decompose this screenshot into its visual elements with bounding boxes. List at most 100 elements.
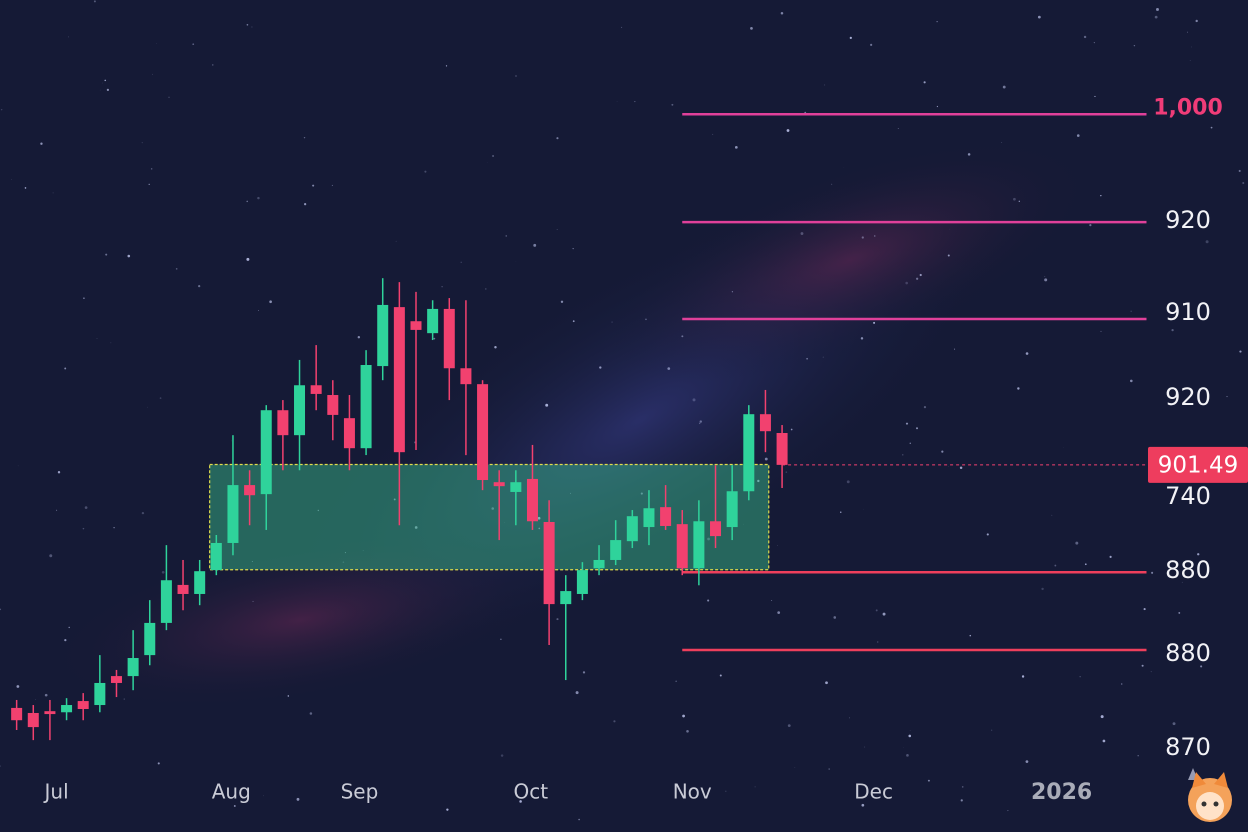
star	[906, 753, 909, 757]
star	[1079, 676, 1081, 678]
star	[919, 273, 922, 277]
star	[681, 335, 684, 338]
star	[312, 184, 315, 187]
star	[545, 403, 549, 407]
star	[780, 12, 784, 15]
star	[251, 561, 253, 563]
star	[640, 492, 643, 495]
star	[1197, 553, 1200, 556]
star	[873, 235, 876, 237]
candle-body	[726, 491, 738, 528]
star	[83, 297, 85, 300]
star	[754, 786, 756, 788]
candle-body	[310, 385, 322, 394]
star	[1075, 541, 1079, 545]
star	[96, 338, 98, 339]
star	[491, 507, 495, 510]
star	[967, 153, 971, 156]
star	[113, 526, 115, 529]
star	[1181, 581, 1183, 583]
star	[150, 168, 153, 170]
candle-body	[477, 384, 489, 481]
star	[864, 746, 866, 748]
star	[578, 818, 580, 821]
star	[675, 680, 677, 682]
candle-body	[177, 584, 189, 594]
star	[303, 137, 306, 139]
star	[414, 526, 418, 529]
star	[395, 240, 397, 242]
star	[1137, 755, 1139, 757]
y-tick-label: 1,000	[1153, 96, 1223, 121]
star	[757, 479, 760, 483]
star	[1093, 42, 1095, 44]
star	[927, 779, 930, 782]
star	[846, 480, 850, 484]
x-tick-label: Dec	[854, 780, 893, 804]
star	[1238, 169, 1241, 173]
star	[800, 232, 804, 235]
star	[634, 101, 636, 103]
candle-body	[11, 707, 23, 721]
star	[1242, 182, 1245, 185]
star	[1130, 310, 1132, 312]
y-tick-label: 920	[1165, 383, 1211, 411]
star	[1018, 200, 1020, 203]
star	[1121, 683, 1123, 685]
y-tick-label: 740	[1165, 482, 1211, 510]
star	[1226, 396, 1228, 398]
candle-body	[510, 482, 522, 492]
star	[504, 522, 506, 523]
star	[556, 618, 559, 621]
star	[1195, 19, 1198, 23]
star	[873, 321, 876, 324]
star	[0, 608, 2, 611]
candle-body	[493, 482, 505, 487]
star	[433, 337, 436, 340]
x-tick-label: Nov	[673, 780, 712, 804]
star	[538, 527, 541, 530]
star	[1094, 95, 1096, 98]
star	[1089, 224, 1092, 227]
star	[908, 734, 912, 738]
star	[936, 105, 939, 108]
y-tick-label: 920	[1165, 206, 1211, 234]
candle-body	[294, 385, 306, 436]
star	[1187, 31, 1188, 33]
candle-body	[660, 507, 672, 526]
star	[104, 79, 106, 82]
star	[141, 142, 143, 144]
star	[251, 26, 253, 28]
star	[1044, 276, 1046, 277]
star	[0, 108, 3, 111]
star	[771, 600, 773, 601]
star	[777, 611, 781, 614]
star	[882, 612, 886, 616]
star	[870, 43, 873, 46]
star	[923, 406, 927, 409]
x-tick-label: Jul	[43, 780, 69, 804]
candle-body	[194, 571, 206, 594]
candle-body	[377, 304, 389, 367]
star	[68, 36, 69, 38]
star	[1054, 564, 1057, 567]
star	[10, 179, 12, 180]
candle-body	[144, 622, 156, 656]
star	[1013, 197, 1016, 201]
star	[1044, 278, 1048, 282]
star	[362, 550, 364, 551]
star	[1129, 379, 1133, 383]
candle-body	[693, 521, 705, 569]
star	[24, 187, 27, 189]
star	[105, 253, 108, 256]
star	[127, 254, 131, 258]
y-tick-label: 880	[1165, 556, 1211, 584]
star	[707, 599, 710, 602]
star	[106, 88, 110, 92]
star	[712, 133, 714, 135]
star	[519, 800, 522, 803]
star	[287, 695, 290, 697]
star	[954, 348, 956, 350]
star	[1171, 328, 1174, 332]
candle-body	[160, 580, 172, 623]
